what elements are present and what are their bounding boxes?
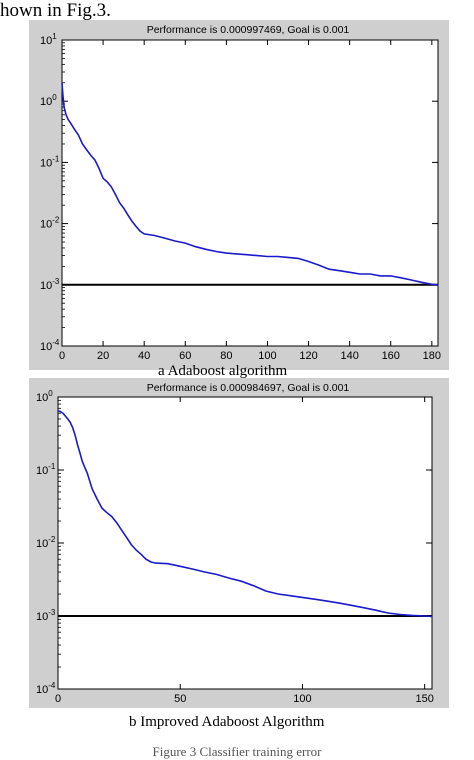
chart-a-x-tick-label: 60 (179, 350, 191, 362)
chart-b-plot-area (57, 396, 433, 690)
chart-b-x-tick-label: 100 (293, 693, 311, 705)
chart-a-y-tick-label: 101 (40, 32, 57, 47)
chart-a-x-tick-label: 40 (138, 350, 150, 362)
chart-b-y-tick-label: 100 (36, 389, 53, 404)
chart-a-x-tick-label: 140 (340, 350, 358, 362)
chart-b-y-tick-label: 10-4 (36, 681, 56, 696)
chart-a-y-tick-label: 100 (40, 93, 57, 108)
chart-a-series-line (61, 82, 439, 286)
chart-a-y-tick-label: 10-3 (40, 277, 60, 292)
chart-b-y-tick-label: 10-2 (36, 535, 56, 550)
chart-b-y-tick-label: 10-3 (36, 608, 56, 623)
chart-a-caption: a Adaboost algorithm (158, 363, 288, 379)
chart-a-y-tick-label: 10-4 (40, 338, 60, 353)
chart-a-y-tick-label: 10-1 (40, 154, 60, 169)
figure-caption: Figure 3 Classifier training error (152, 744, 322, 759)
chart-a-x-tick-label: 20 (97, 350, 109, 362)
chart-a-x-tick-label: 120 (299, 350, 317, 362)
chart-b-title: Performance is 0.000984697, Goal is 0.00… (147, 382, 350, 394)
chart-b-series-line (57, 409, 433, 618)
chart-a-plot-area (61, 39, 439, 347)
chart-b-x-tick-label: 50 (174, 693, 186, 705)
chart-a-x-tick-label: 160 (382, 350, 400, 362)
chart-a-title: Performance is 0.000997469, Goal is 0.00… (147, 24, 350, 36)
chart-b-y-tick-label: 10-1 (36, 462, 56, 477)
chart-a-x-tick-label: 180 (423, 350, 441, 362)
chart-a-x-tick-label: 0 (59, 350, 65, 362)
chart-b-x-tick-label: 150 (415, 693, 433, 705)
chart-b-x-tick-label: 0 (55, 693, 61, 705)
chart-b-caption: b Improved Adaboost Algorithm (129, 714, 325, 730)
chart-a-y-tick-label: 10-2 (40, 216, 60, 231)
chart-a-x-tick-label: 80 (220, 350, 232, 362)
chart-a: Performance is 0.000997469, Goal is 0.00… (29, 20, 449, 370)
header-text: hown in Fig.3. (0, 0, 111, 21)
chart-b: Performance is 0.000984697, Goal is 0.00… (29, 378, 449, 708)
chart-a-x-tick-label: 100 (258, 350, 276, 362)
